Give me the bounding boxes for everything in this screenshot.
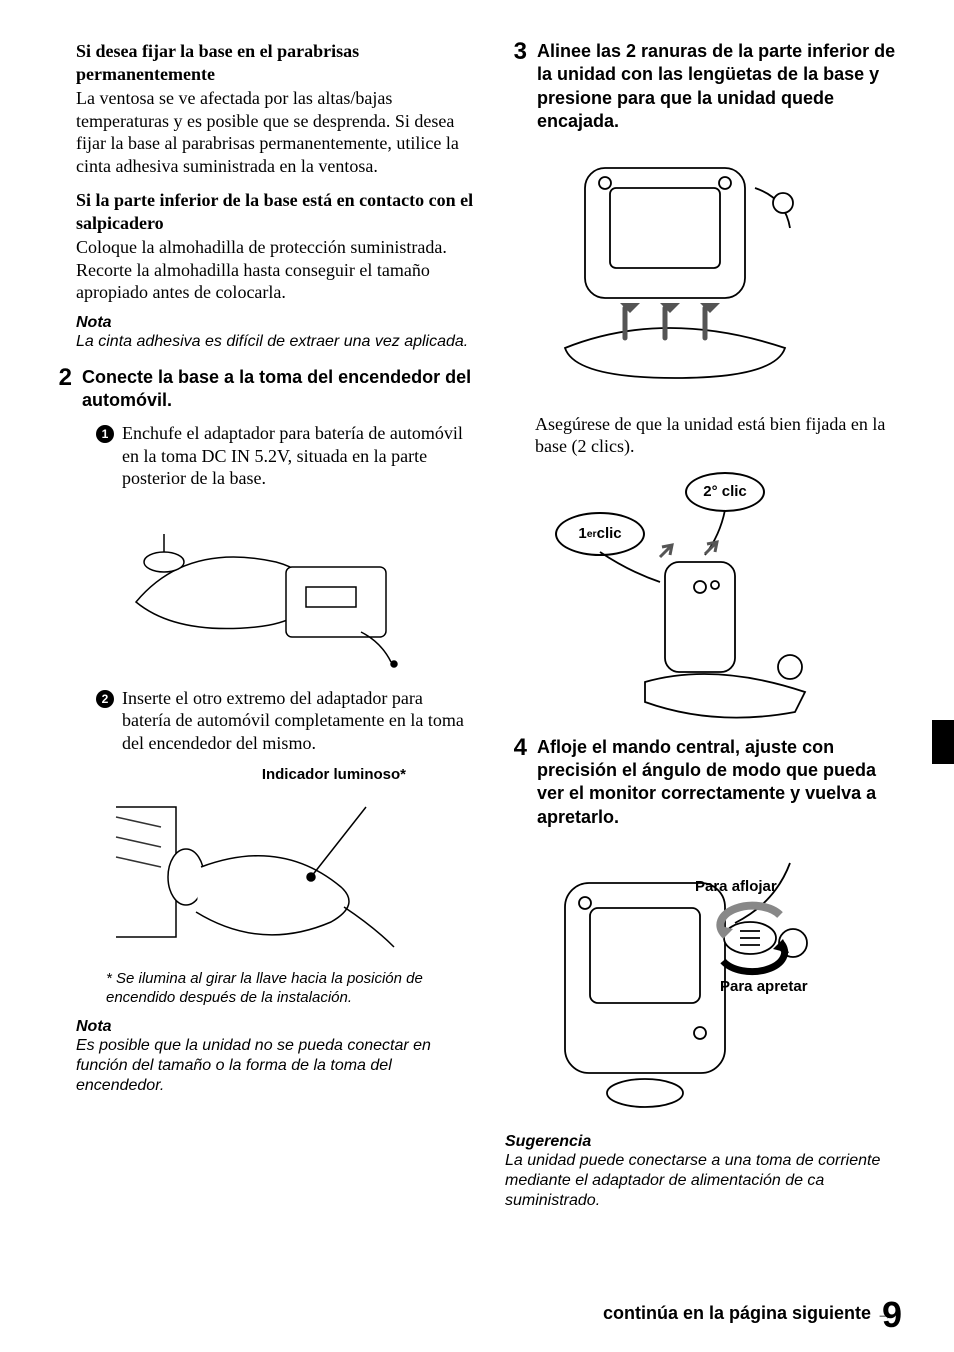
figure-label-indicator: Indicador luminoso* xyxy=(106,766,406,783)
para-2clicks: Asegúrese de que la unidad está bien fij… xyxy=(535,413,904,458)
step-2-head: Conecte la base a la toma del encendedor… xyxy=(82,366,475,413)
subhead-dashboard: Si la parte inferior de la base está en … xyxy=(76,189,475,234)
bullet-2-icon: 2 xyxy=(96,690,114,708)
page-number: 9 xyxy=(882,1294,902,1336)
label-loosen: Para aflojar xyxy=(695,878,777,895)
para-pad2: Recorte la almohadilla hasta conseguir e… xyxy=(76,259,475,304)
footnote-indicator: * Se ilumina al girar la llave hacia la … xyxy=(106,970,475,1008)
para-windshield: La ventosa se ve afectada por las altas/… xyxy=(76,87,475,177)
figure-car-adapter: Indicador luminoso* xyxy=(106,766,475,962)
subhead-windshield: Si desea fijar la base en el parabrisas … xyxy=(76,40,475,85)
step-4-head: Afloje el mando central, ajuste con prec… xyxy=(537,736,904,830)
step-2-number: 2 xyxy=(50,366,72,413)
substep-2-text: Inserte el otro extremo del adaptador pa… xyxy=(122,687,475,755)
step-4-number: 4 xyxy=(505,736,527,830)
continue-next-page: continúa en la página siguiente → xyxy=(603,1303,894,1324)
tip-body: La unidad puede conectarse a una toma de… xyxy=(505,1151,904,1211)
substep-2: 2 Inserte el otro extremo del adaptador … xyxy=(96,687,475,755)
step-4: 4 Afloje el mando central, ajuste con pr… xyxy=(505,736,904,830)
label-tighten: Para apretar xyxy=(720,978,808,995)
thumb-tab xyxy=(932,720,954,764)
bullet-1-icon: 1 xyxy=(96,425,114,443)
step-2: 2 Conecte la base a la toma del encended… xyxy=(50,366,475,413)
step-3: 3 Alinee las 2 ranuras de la parte infer… xyxy=(505,40,904,134)
substep-1-text: Enchufe el adaptador para batería de aut… xyxy=(122,422,475,490)
figure-clicks: 1er clic 2° clic xyxy=(525,472,904,722)
tip-head: Sugerencia xyxy=(505,1133,904,1151)
figure-snap-in xyxy=(525,148,904,403)
figure-cradle-dc xyxy=(106,502,475,677)
note1-body: La cinta adhesiva es difícil de extraer … xyxy=(76,332,475,352)
step-3-head: Alinee las 2 ranuras de la parte inferio… xyxy=(537,40,904,134)
right-column: 3 Alinee las 2 ranuras de la parte infer… xyxy=(505,40,904,1211)
step-3-number: 3 xyxy=(505,40,527,134)
figure-knob: Para aflojar Para apretar xyxy=(525,843,904,1123)
note1-head: Nota xyxy=(76,314,475,332)
left-column: Si desea fijar la base en el parabrisas … xyxy=(50,40,475,1211)
note2-head: Nota xyxy=(76,1018,475,1036)
substep-1: 1 Enchufe el adaptador para batería de a… xyxy=(96,422,475,490)
para-pad1: Coloque la almohadilla de protección sum… xyxy=(76,236,475,259)
note2-body: Es posible que la unidad no se pueda con… xyxy=(76,1036,475,1096)
